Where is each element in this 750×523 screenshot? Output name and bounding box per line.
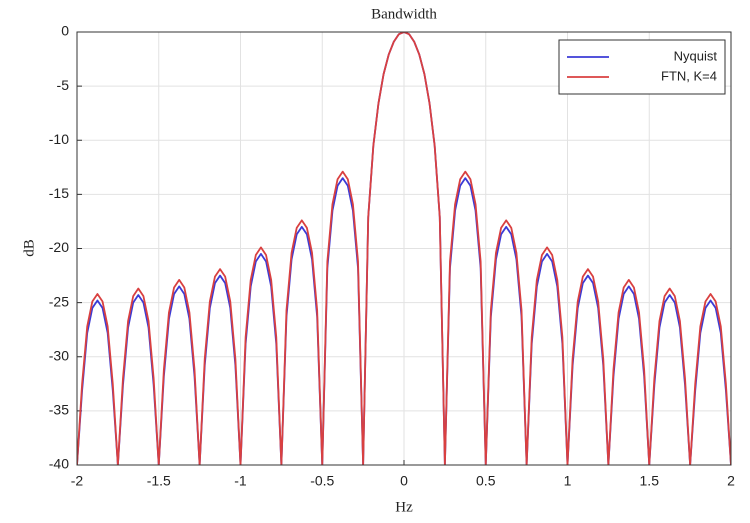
series-line	[77, 32, 731, 465]
chart-title: Bandwidth	[371, 6, 437, 22]
series-line	[77, 32, 731, 465]
x-tick-label: 2	[727, 473, 735, 489]
x-tick-label: 1.5	[640, 473, 660, 489]
y-tick-label: -10	[49, 131, 69, 147]
x-tick-label: 1	[564, 473, 572, 489]
x-tick-label: -1.5	[147, 473, 171, 489]
x-tick-label: -1	[234, 473, 247, 489]
legend-label: FTN, K=4	[661, 68, 717, 83]
y-tick-label: -30	[49, 347, 69, 363]
y-tick-label: -5	[57, 77, 70, 93]
x-tick-label: -2	[71, 473, 84, 489]
y-tick-label: -25	[49, 293, 69, 309]
y-tick-label: 0	[61, 23, 69, 39]
x-tick-label: 0.5	[476, 473, 496, 489]
x-tick-label: 0	[400, 473, 408, 489]
y-axis-label: dB	[21, 239, 37, 257]
axes-box	[76, 31, 732, 466]
y-tick-label: -20	[49, 239, 69, 255]
y-tick-label: -40	[49, 456, 69, 472]
legend-box	[558, 39, 726, 95]
x-axis-label: Hz	[395, 499, 413, 515]
y-tick-label: -35	[49, 402, 69, 418]
legend-label: Nyquist	[674, 48, 718, 63]
y-tick-label: -15	[49, 185, 69, 201]
x-tick-label: -0.5	[310, 473, 334, 489]
